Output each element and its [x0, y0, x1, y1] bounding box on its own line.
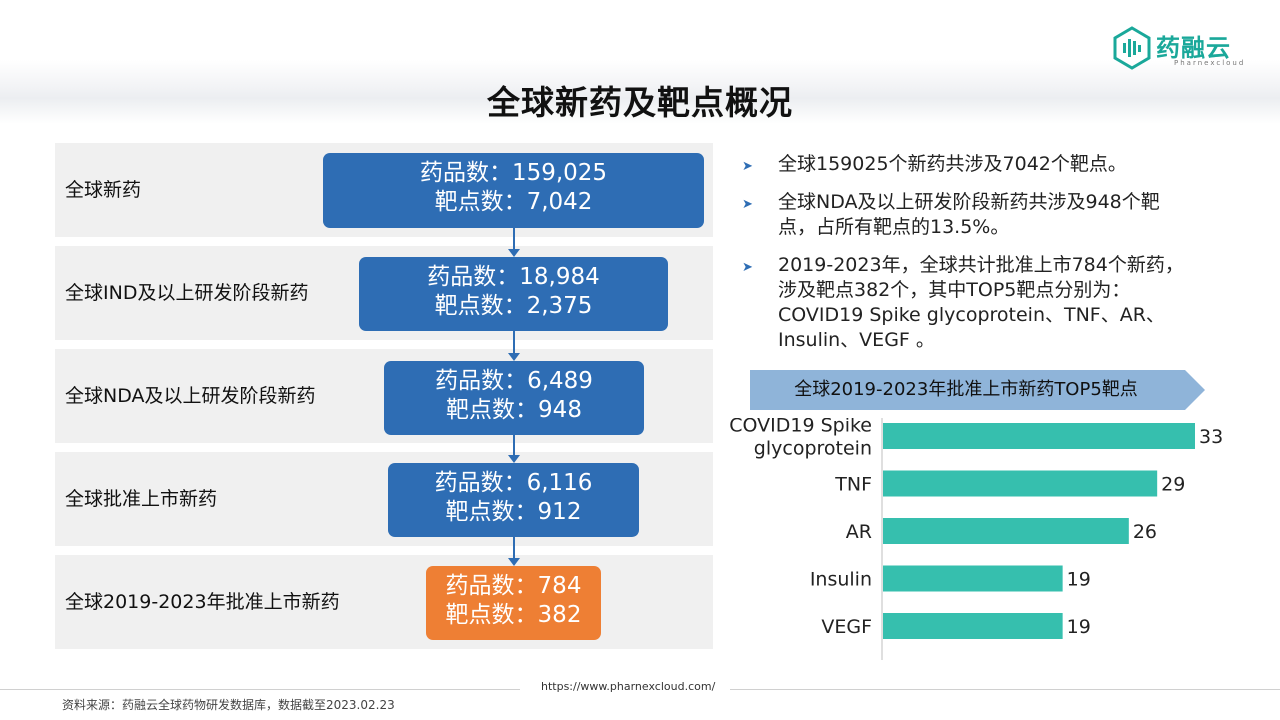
- stage-count-box: 药品数：18,984 靶点数：2,375: [359, 257, 668, 331]
- bullet-item: ➤ 全球NDA及以上研发阶段新药共涉及948个靶 点，占所有靶点的13.5%。: [742, 190, 1262, 240]
- target-count: 靶点数：912: [445, 499, 582, 525]
- stage-count-box-highlight: 药品数：784 靶点数：382: [426, 566, 601, 640]
- category-label: TNF: [834, 474, 872, 496]
- bullet-arrow-icon: ➤: [742, 260, 753, 275]
- category-label: AR: [846, 521, 872, 543]
- website-url: https://www.pharnexcloud.com/: [541, 680, 716, 693]
- summary-bullets: ➤ 全球159025个新药共涉及7042个靶点。 ➤ 全球NDA及以上研发阶段新…: [742, 152, 1262, 366]
- logo-name: 药融云: [1156, 34, 1231, 62]
- connector-line: [513, 435, 515, 455]
- stage-label: 全球2019-2023年批准上市新药: [65, 591, 340, 613]
- drug-count: 药品数：784: [445, 573, 582, 599]
- stage-count-box: 药品数：6,489 靶点数：948: [384, 361, 644, 435]
- stage-label: 全球NDA及以上研发阶段新药: [65, 385, 316, 407]
- connector-line: [513, 537, 515, 558]
- bar-value-label: 29: [1161, 474, 1185, 496]
- drug-count: 药品数：159,025: [419, 160, 608, 186]
- connector-line: [513, 228, 515, 249]
- category-label: VEGF: [821, 616, 872, 638]
- bar-1: [883, 470, 1158, 497]
- bullet-line: 点，占所有靶点的13.5%。: [778, 216, 1010, 238]
- stage-count-box: 药品数：6,116 靶点数：912: [388, 463, 639, 537]
- logo-icon: [1113, 26, 1151, 70]
- arrow-down-icon: [508, 353, 520, 361]
- bullet-line: 涉及靶点382个，其中TOP5靶点分别为：: [778, 279, 1131, 301]
- brand-logo: 药融云 Pharnexcloud: [1112, 26, 1246, 70]
- bar-value-label: 19: [1067, 569, 1091, 591]
- footer-divider: [730, 689, 1280, 690]
- page-title: 全球新药及靶点概况: [487, 83, 793, 122]
- bar-0: [883, 423, 1195, 449]
- banner-arrow-shape: [750, 370, 1205, 410]
- bar-value-label: 19: [1067, 616, 1091, 638]
- bar-3: [883, 565, 1063, 592]
- bar-4: [883, 613, 1063, 639]
- stage-row-5: 全球2019-2023年批准上市新药: [55, 555, 713, 649]
- drug-count: 药品数：6,489: [435, 368, 593, 394]
- bullet-item: ➤ 全球159025个新药共涉及7042个靶点。: [742, 152, 1262, 177]
- category-label: glycoprotein: [754, 438, 872, 460]
- bar-2: [883, 518, 1129, 544]
- bullet-line: Insulin、VEGF 。: [778, 329, 935, 351]
- bar-value-label: 26: [1133, 521, 1157, 543]
- chart-title: 全球2019-2023年批准上市新药TOP5靶点: [794, 379, 1138, 400]
- bullet-line: 全球NDA及以上研发阶段新药共涉及948个靶: [778, 191, 1160, 213]
- target-count: 靶点数：948: [446, 397, 582, 423]
- bullet-arrow-icon: ➤: [742, 159, 753, 174]
- arrow-down-icon: [508, 249, 520, 257]
- bar-value-label: 33: [1199, 426, 1223, 448]
- category-label: COVID19 Spike: [729, 418, 872, 437]
- category-label: Insulin: [810, 569, 872, 591]
- bullet-line: 2019-2023年，全球共计批准上市784个新药，: [778, 254, 1184, 276]
- logo-subtitle: Pharnexcloud: [1174, 59, 1246, 67]
- drug-count: 药品数：18,984: [427, 264, 600, 290]
- bullet-line: COVID19 Spike glycoprotein、TNF、AR、: [778, 304, 1165, 326]
- data-source-note: 资料来源：药融云全球药物研发数据库，数据截至2023.02.23: [62, 698, 395, 712]
- footer-divider: [0, 689, 520, 690]
- arrow-down-icon: [508, 455, 520, 463]
- stage-count-box: 药品数：159,025 靶点数：7,042: [323, 153, 704, 228]
- connector-line: [513, 331, 515, 353]
- bullet-item: ➤ 2019-2023年，全球共计批准上市784个新药， 涉及靶点382个，其中…: [742, 253, 1262, 353]
- chart-title-banner: 全球2019-2023年批准上市新药TOP5靶点: [750, 370, 1205, 410]
- arrow-down-icon: [508, 558, 520, 566]
- stage-label: 全球IND及以上研发阶段新药: [65, 282, 309, 304]
- target-count: 靶点数：2,375: [434, 293, 593, 319]
- bullet-arrow-icon: ➤: [742, 197, 753, 212]
- target-count: 靶点数：382: [445, 602, 582, 628]
- stage-label: 全球批准上市新药: [65, 488, 218, 510]
- drug-count: 药品数：6,116: [434, 470, 593, 496]
- stage-label: 全球新药: [65, 179, 142, 201]
- target-count: 靶点数：7,042: [434, 189, 593, 215]
- bullet-line: 全球159025个新药共涉及7042个靶点。: [778, 153, 1127, 175]
- title-band: [0, 60, 1280, 124]
